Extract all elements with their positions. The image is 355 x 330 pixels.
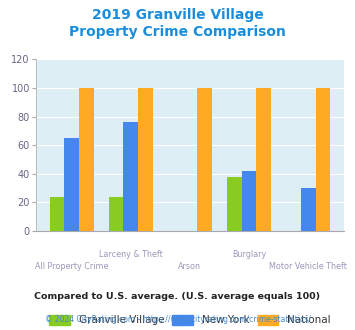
Legend: Granville Village, New York, National: Granville Village, New York, National: [47, 312, 333, 328]
Bar: [301, 188, 316, 231]
Bar: [124, 122, 138, 231]
Bar: [197, 88, 212, 231]
Bar: [256, 88, 271, 231]
Bar: [109, 197, 124, 231]
Bar: [64, 138, 79, 231]
Text: All Property Crime: All Property Crime: [35, 262, 109, 271]
Text: Motor Vehicle Theft: Motor Vehicle Theft: [269, 262, 347, 271]
Text: Arson: Arson: [179, 262, 201, 271]
Text: Property Crime Comparison: Property Crime Comparison: [69, 25, 286, 39]
Bar: [50, 197, 64, 231]
Text: Compared to U.S. average. (U.S. average equals 100): Compared to U.S. average. (U.S. average …: [34, 292, 321, 301]
Text: 2019 Granville Village: 2019 Granville Village: [92, 8, 263, 22]
Bar: [316, 88, 330, 231]
Text: © 2024 CityRating.com - https://www.cityrating.com/crime-statistics/: © 2024 CityRating.com - https://www.city…: [45, 315, 310, 324]
Bar: [227, 177, 242, 231]
Bar: [242, 171, 256, 231]
Bar: [138, 88, 153, 231]
Text: Burglary: Burglary: [232, 250, 266, 259]
Bar: [79, 88, 94, 231]
Text: Larceny & Theft: Larceny & Theft: [99, 250, 163, 259]
